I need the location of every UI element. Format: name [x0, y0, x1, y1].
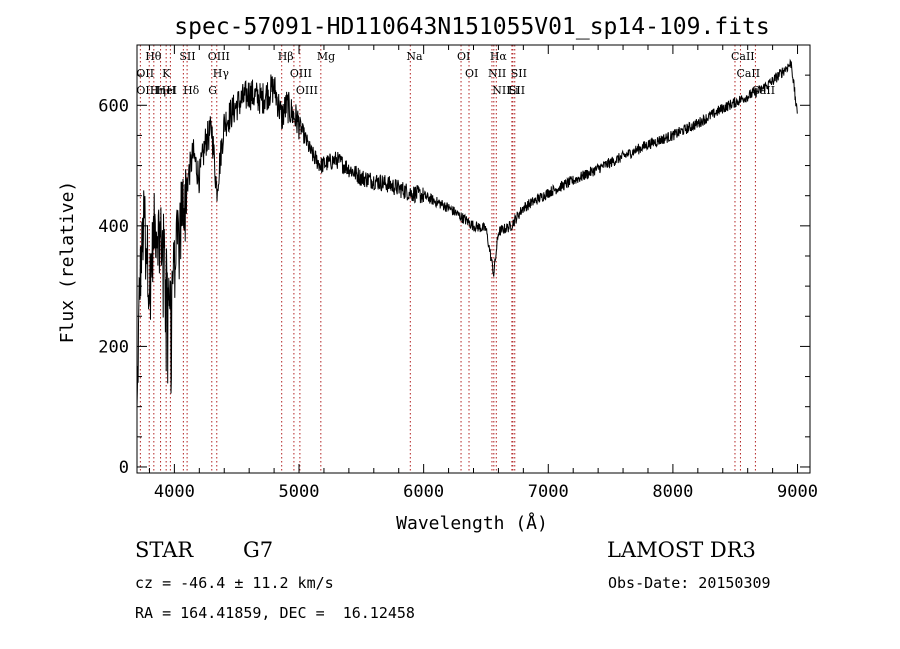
spectral-line-label: K [162, 67, 171, 80]
spectral-line-label: CaII [731, 50, 755, 63]
spectral-line-label: SII [511, 67, 527, 80]
spectral-line-label: NII [488, 67, 506, 80]
spectral-line-label: Mg [317, 50, 335, 63]
spectral-line-label: OIII [290, 67, 312, 80]
spectral-line-label: SII [509, 84, 525, 97]
spectral-line-label: Hα [490, 50, 508, 63]
spectral-line-label: NII [492, 84, 510, 97]
coordinates: RA = 164.41859, DEC = 16.12458 [135, 604, 415, 622]
spectral-line-label: Hη [150, 84, 166, 97]
spectral-line-label: H [166, 84, 176, 97]
x-tick-label: 5000 [279, 482, 320, 502]
x-tick-label: 7000 [528, 482, 569, 502]
x-axis-label: Wavelength (Å) [396, 512, 548, 534]
spectral-line-label: OIII [296, 84, 318, 97]
spectral-line-label: G [208, 84, 217, 97]
spectral-line-label: OI [465, 67, 478, 80]
axis-ticks [137, 45, 810, 473]
plot-frame [136, 44, 811, 474]
spectral-line-label: Hβ [278, 50, 294, 63]
obs-date: Obs-Date: 20150309 [608, 574, 771, 592]
x-tick-label: 9000 [777, 482, 818, 502]
y-tick-label: 600 [98, 96, 129, 116]
spectral-line-markers [139, 45, 756, 473]
spectral-line-label: CaII [736, 67, 760, 80]
y-axis-label: Flux (relative) [57, 181, 78, 344]
spectral-line-label: OII [136, 67, 154, 80]
object-class: STAR [135, 538, 194, 562]
x-tick-label: 6000 [403, 482, 444, 502]
x-tick-label: 4000 [154, 482, 195, 502]
y-tick-label: 200 [98, 337, 129, 357]
spectral-line-label: Hθ [145, 50, 162, 63]
spectral-line-label: CaII [751, 84, 775, 97]
spectral-line-label: Hγ [213, 67, 230, 80]
y-tick-label: 0 [119, 458, 129, 478]
spectral-line-label: Li [508, 84, 519, 97]
spectral-line-label: HeI [157, 84, 177, 97]
spectral-line-label: Hδ [183, 84, 200, 97]
spectrum-series [136, 58, 798, 408]
spectral-line-labels: HθOIIOIIIHηHeIKHSIIHδOIIIHγGHβOIIIOIIIMg… [136, 50, 775, 97]
spectral-line-label: OIII [208, 50, 230, 63]
spectral-line-label: OIII [136, 84, 158, 97]
redshift-value: cz = -46.4 ± 11.2 km/s [135, 574, 334, 592]
subclass: G7 [243, 538, 274, 562]
axis-tick-labels: 4000 5000 6000 7000 8000 9000 0 200 400 600 [98, 96, 818, 502]
x-tick-label: 8000 [652, 482, 693, 502]
y-tick-label: 400 [98, 217, 129, 237]
spectral-line-label: Na [406, 50, 423, 63]
survey-name: LAMOST DR3 [607, 538, 756, 562]
chart-title: spec-57091-HD110643N151055V01_sp14-109.f… [174, 14, 769, 40]
spectral-line-label: OI [457, 50, 470, 63]
spectral-line-label: SII [179, 50, 195, 63]
